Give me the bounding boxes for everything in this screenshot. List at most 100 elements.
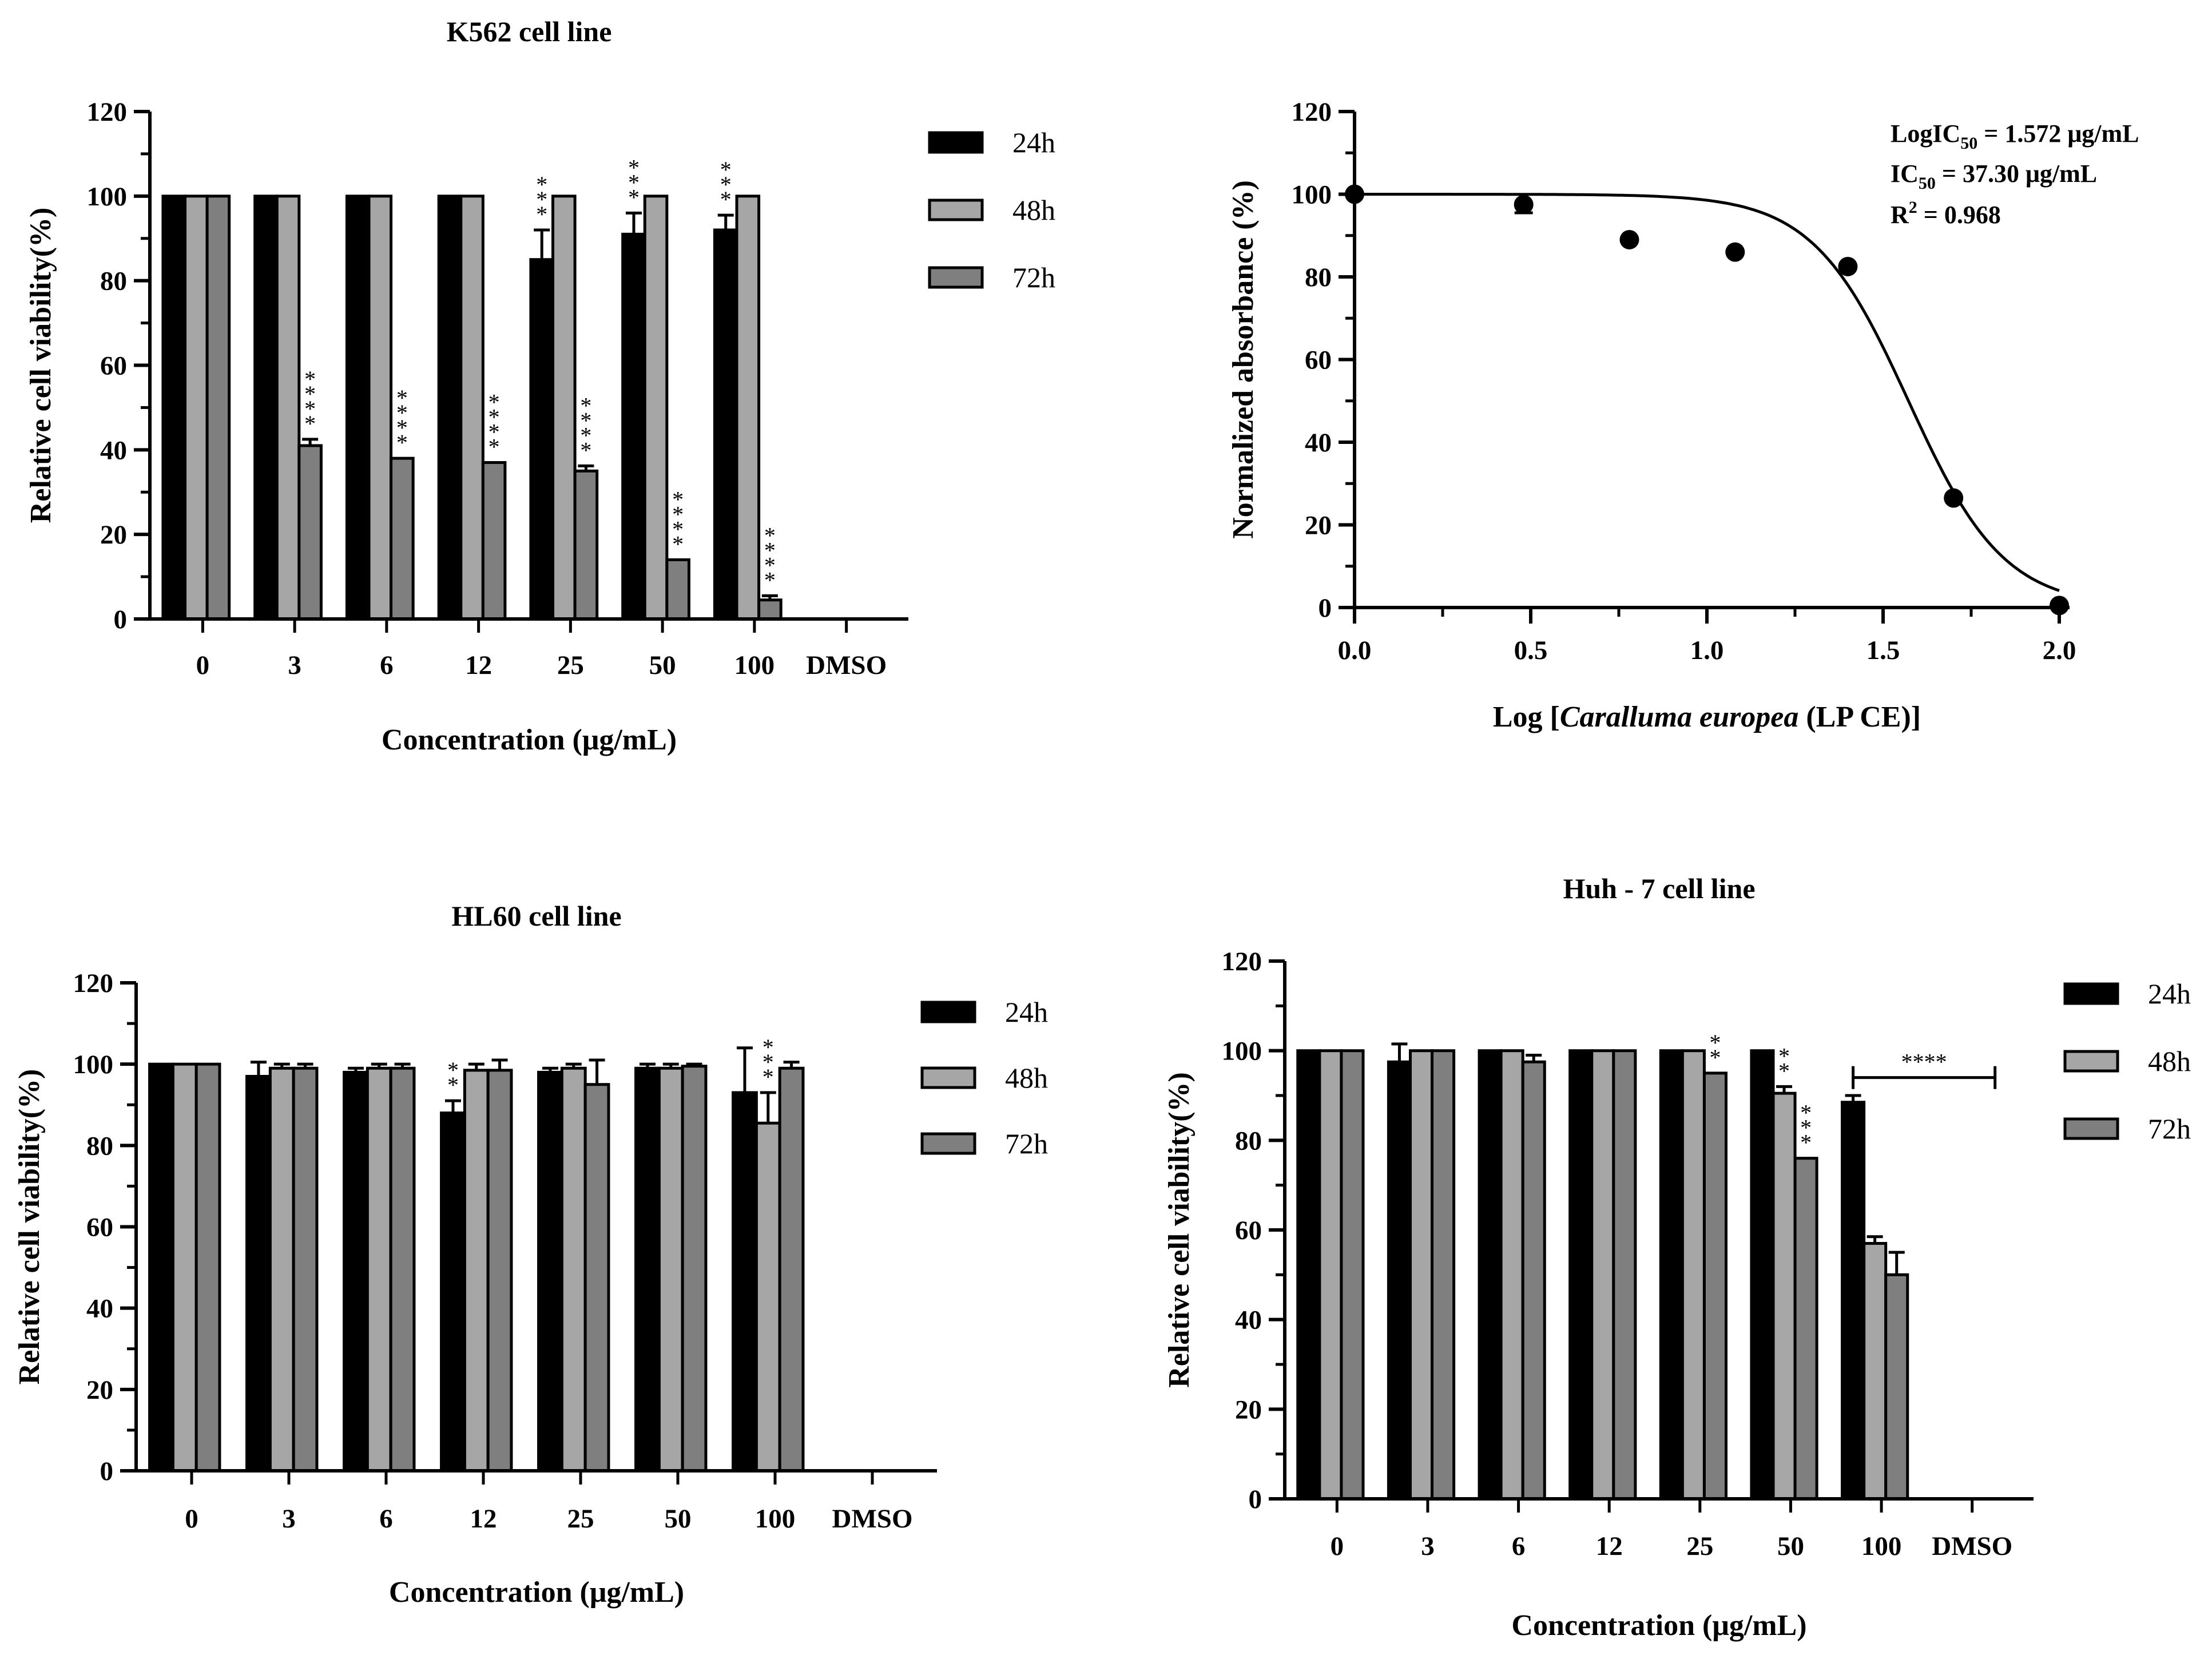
bar-72h-6 xyxy=(389,1066,416,1473)
bar-72h-12 xyxy=(486,1069,513,1473)
x-tick-label: 25 xyxy=(557,650,584,680)
significance-star: * xyxy=(396,385,408,411)
chart-title: K562 cell line xyxy=(447,15,612,47)
y-tick-label: 100 xyxy=(1292,180,1332,210)
significance-star: * xyxy=(304,411,316,436)
bar-72h-25 xyxy=(1702,1071,1727,1501)
x-tick-label: 0.5 xyxy=(1514,636,1548,665)
significance-star: * xyxy=(672,487,684,513)
significance-star: * xyxy=(720,172,732,197)
bar-24h-3 xyxy=(253,195,279,621)
bar-24h-3 xyxy=(1387,1060,1412,1501)
bar-24h-12 xyxy=(440,1111,466,1473)
bar-24h-12 xyxy=(1568,1049,1594,1501)
annotation-logic50: LogIC50 = 1.572 μg/mL xyxy=(1891,120,2139,153)
significance-star: * xyxy=(396,400,408,426)
y-tick-label: 60 xyxy=(100,351,127,381)
significance-star: * xyxy=(1800,1130,1812,1156)
bar-24h-0 xyxy=(161,195,187,621)
x-tick-label: 12 xyxy=(470,1504,497,1534)
annotation-r2-part: R xyxy=(1891,201,1909,229)
bar-48h-12 xyxy=(1590,1049,1615,1501)
bar-24h-6 xyxy=(345,195,371,621)
bar-48h-3 xyxy=(275,195,301,621)
significance-star: * xyxy=(672,502,684,527)
annotation-r2-part: 2 xyxy=(1909,198,1917,217)
data-point-6 xyxy=(2050,596,2069,616)
y-tick-label: 20 xyxy=(86,1375,113,1405)
significance-star: * xyxy=(580,407,591,433)
data-point-1 xyxy=(1514,195,1534,215)
x-tick-label: DMSO xyxy=(832,1504,913,1534)
bar-72h-50 xyxy=(1793,1157,1818,1501)
significance-star: * xyxy=(764,537,776,563)
significance-star: * xyxy=(764,552,776,578)
significance-star: * xyxy=(628,184,640,210)
x-axis-title: Log [Caralluma europea (LP CE)] xyxy=(1493,701,1921,733)
bar-24h-100 xyxy=(1841,1101,1866,1501)
bar-48h-25 xyxy=(560,1066,587,1473)
x-tick-label: 6 xyxy=(380,650,394,680)
significance-star: * xyxy=(447,1072,459,1098)
bar-24h-0 xyxy=(148,1062,174,1473)
x-tick-label: 0.0 xyxy=(1338,636,1372,665)
x-tick-label: 50 xyxy=(1777,1531,1804,1561)
bar-48h-6 xyxy=(1499,1049,1524,1501)
bar-48h-25 xyxy=(1681,1049,1706,1501)
significance-star: * xyxy=(764,522,776,548)
bar-48h-12 xyxy=(459,195,485,621)
bar-48h-0 xyxy=(1318,1049,1343,1501)
y-tick-label: 120 xyxy=(73,969,114,998)
chart-title: HL60 cell line xyxy=(451,900,621,932)
significance-star: * xyxy=(1800,1100,1812,1126)
y-tick-label: 40 xyxy=(100,435,127,465)
significance-star: * xyxy=(489,419,500,445)
legend-label-72h: 72h xyxy=(2148,1113,2191,1145)
data-point-0 xyxy=(1345,184,1364,204)
bar-72h-50 xyxy=(665,558,690,621)
significance-star: * xyxy=(672,531,684,557)
bar-24h-50 xyxy=(1750,1049,1775,1501)
bar-48h-12 xyxy=(463,1069,490,1473)
significance-star: * xyxy=(763,1064,774,1090)
bar-72h-6 xyxy=(390,457,415,621)
y-tick-label: 0 xyxy=(114,605,128,634)
legend-swatch-72h xyxy=(928,266,984,289)
x-tick-label: DMSO xyxy=(1932,1531,2012,1561)
bar-48h-25 xyxy=(551,195,577,621)
bar-72h-100 xyxy=(1884,1273,1909,1501)
chart-title: Huh - 7 cell line xyxy=(1563,872,1755,904)
x-tick-label: 12 xyxy=(1596,1531,1623,1561)
bar-72h-50 xyxy=(681,1065,708,1473)
legend-swatch-24h xyxy=(920,1001,976,1023)
data-point-2 xyxy=(1619,229,1639,249)
significance-star: * xyxy=(304,366,316,392)
x-tick-label: 12 xyxy=(465,650,492,680)
y-tick-label: 60 xyxy=(86,1213,113,1243)
y-tick-label: 0 xyxy=(1319,593,1332,623)
legend-label-24h: 24h xyxy=(1005,996,1048,1028)
bar-24h-12 xyxy=(437,195,463,621)
x-tick-label: 3 xyxy=(1421,1531,1435,1561)
x-tick-label: 6 xyxy=(1512,1531,1526,1561)
y-tick-label: 100 xyxy=(1222,1037,1262,1066)
significance-star: * xyxy=(447,1057,459,1083)
significance-star: * xyxy=(304,396,316,422)
annotation-logic50-part: LogIC xyxy=(1891,120,1960,148)
bar-48h-6 xyxy=(366,1066,392,1473)
significance-star: * xyxy=(1778,1043,1790,1069)
bar-72h-12 xyxy=(481,461,507,621)
bar-48h-0 xyxy=(184,195,209,621)
annotation-ic50-part: IC xyxy=(1891,160,1919,188)
y-tick-label: 80 xyxy=(86,1131,113,1161)
significance-star: * xyxy=(536,186,547,212)
bar-72h-3 xyxy=(292,1066,319,1473)
y-tick-label: 120 xyxy=(1222,947,1262,977)
x-tick-label: 100 xyxy=(734,650,775,680)
significance-star: * xyxy=(720,157,732,182)
legend-label-48h: 48h xyxy=(2148,1045,2191,1077)
bar-24h-50 xyxy=(621,232,646,621)
bar-24h-25 xyxy=(1659,1049,1684,1501)
y-tick-label: 40 xyxy=(1305,428,1332,458)
significance-star: * xyxy=(763,1049,774,1075)
